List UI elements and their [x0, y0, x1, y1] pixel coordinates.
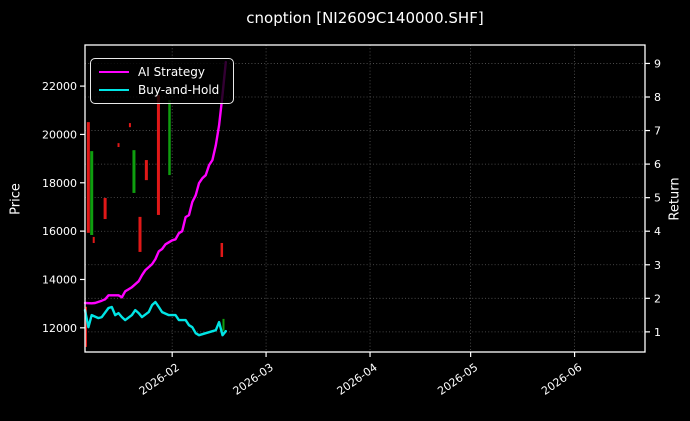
price-tick-label: 12000	[42, 322, 77, 335]
candle	[117, 143, 120, 148]
legend-label: Buy-and-Hold	[138, 83, 220, 97]
return-tick-label: 7	[654, 125, 661, 138]
candle	[85, 306, 88, 347]
date-tick-label: 2026-03	[231, 361, 276, 398]
candle	[138, 216, 142, 252]
return-tick-label: 5	[654, 192, 661, 205]
candle	[92, 236, 95, 243]
candle	[90, 151, 94, 236]
buy-and-hold-swatch-icon	[99, 88, 129, 92]
return-tick-label: 6	[654, 158, 661, 171]
price-tick-label: 18000	[42, 177, 77, 190]
buy-and-hold-line	[83, 300, 228, 337]
chart-title: cnoption [NI2609C140000.SHF]	[246, 9, 484, 27]
price-tick-label: 22000	[42, 80, 77, 93]
legend-item-ai-strategy: AI Strategy	[99, 65, 225, 79]
candle	[220, 242, 224, 257]
candle	[168, 100, 171, 176]
return-tick-label: 9	[654, 57, 661, 70]
price-tick-label: 16000	[42, 225, 77, 238]
date-tick-label: 2026-05	[435, 361, 480, 398]
candle	[86, 122, 90, 233]
price-tick-label: 20000	[42, 128, 77, 141]
ai-strategy-swatch-icon	[99, 70, 129, 74]
price-tick-label: 14000	[42, 273, 77, 286]
return-tick-label: 1	[654, 326, 661, 339]
candle	[132, 150, 136, 193]
return-tick-label: 8	[654, 91, 661, 104]
candle	[103, 198, 107, 220]
legend-item-buy-and-hold: Buy-and-Hold	[99, 83, 225, 97]
candle	[222, 318, 225, 331]
date-tick-label: 2026-06	[539, 361, 584, 398]
candle	[144, 160, 148, 181]
ai-strategy-line	[83, 60, 228, 305]
candle	[128, 123, 131, 128]
date-tick-label: 2026-04	[335, 361, 380, 398]
date-tick-label: 2026-02	[137, 361, 182, 398]
plot-border	[84, 44, 646, 353]
return-tick-label: 3	[654, 259, 661, 272]
return-tick-label: 2	[654, 292, 661, 305]
candle	[156, 95, 160, 215]
return-tick-label: 4	[654, 225, 661, 238]
legend-label: AI Strategy	[138, 65, 205, 79]
legend: AI Strategy Buy-and-Hold	[90, 58, 234, 104]
